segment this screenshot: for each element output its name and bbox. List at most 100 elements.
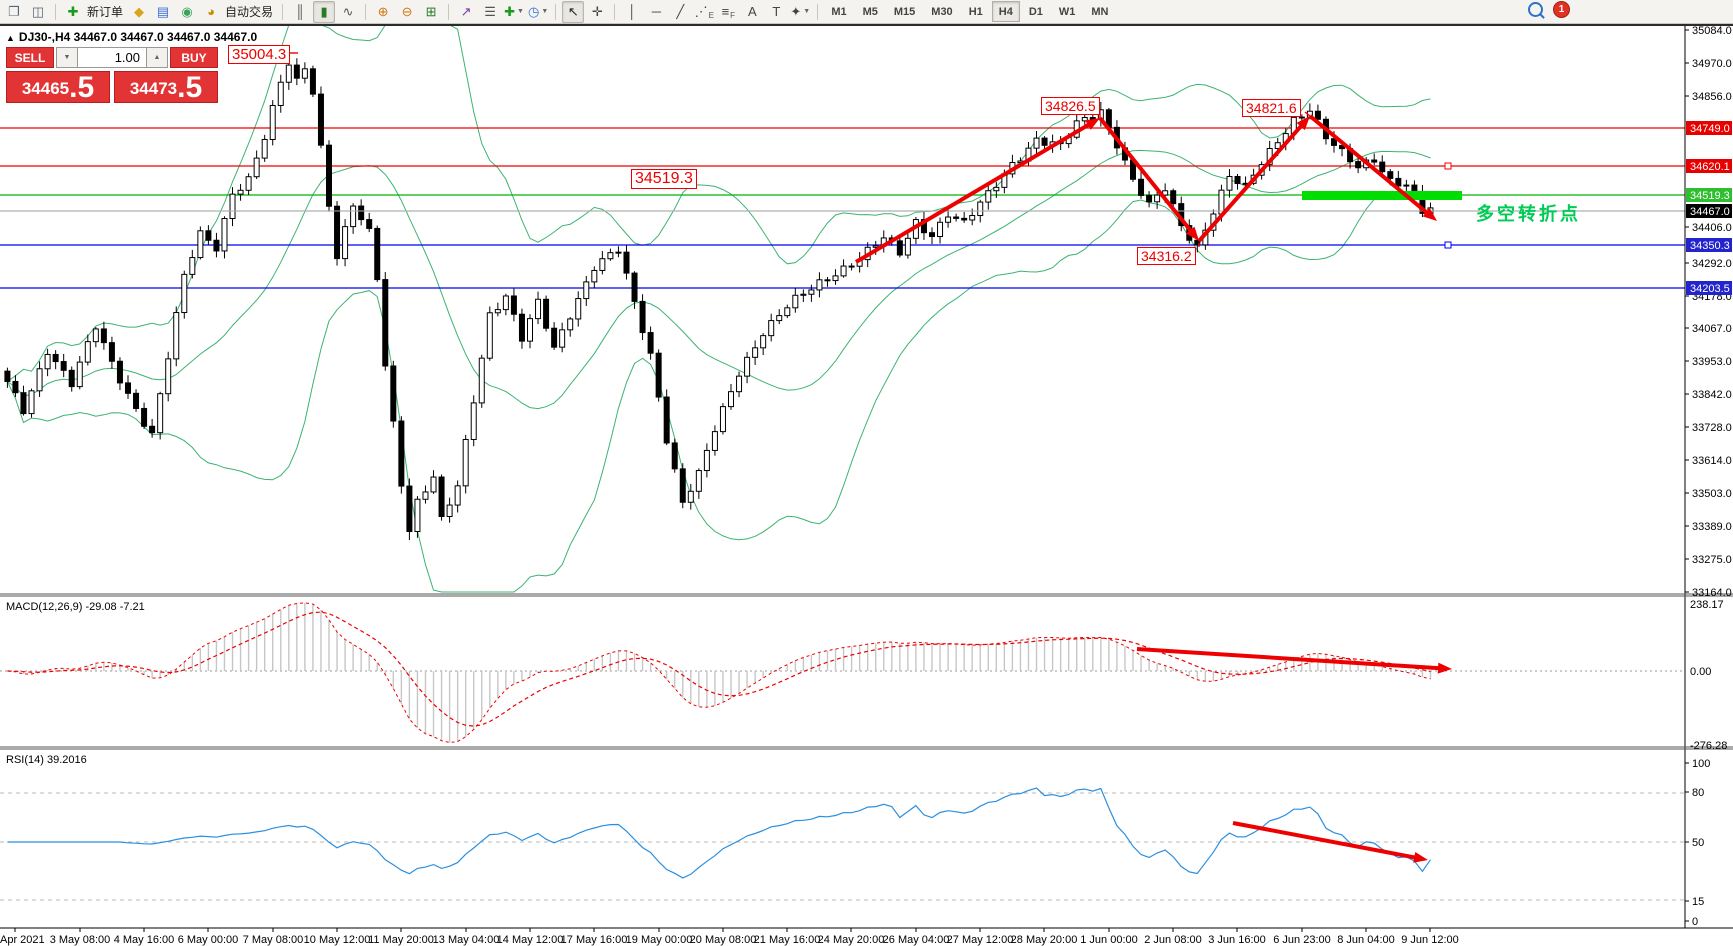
timeframe-button-mn[interactable]: MN xyxy=(1091,5,1109,18)
svg-text:10 May 12:00: 10 May 12:00 xyxy=(304,934,371,946)
line-chart-icon[interactable]: ∿ xyxy=(337,1,359,23)
periods-icon: ◷ xyxy=(528,4,540,19)
svg-text:34519.3: 34519.3 xyxy=(1690,190,1730,202)
buy-button[interactable]: BUY xyxy=(170,47,218,68)
time-axis[interactable]: 30 Apr 2021 3 May 08:004 May 16:006 May 0… xyxy=(0,928,1459,946)
svg-text:80: 80 xyxy=(1692,787,1704,799)
auto-trading-button-label[interactable]: 自动交易 xyxy=(225,5,274,19)
zoom-in-icon[interactable]: ⊕ xyxy=(372,1,394,23)
svg-text:8 Jun 04:00: 8 Jun 04:00 xyxy=(1337,934,1395,946)
volume-decrease-button[interactable]: ▼ xyxy=(56,47,78,68)
new-order-button: ✚ xyxy=(67,4,79,19)
sell-price[interactable]: 34465.5 xyxy=(6,71,110,103)
chart-profile-icon[interactable]: ◫ xyxy=(27,1,49,23)
chinese-note-text[interactable]: 多空转折点 xyxy=(1476,204,1581,224)
toolbar-separator xyxy=(817,3,819,20)
price-annotation-label[interactable]: 34316.2 xyxy=(1137,247,1196,266)
window-menu-icon[interactable]: ❐ xyxy=(3,1,25,23)
add-indicator-button[interactable]: ✚ ▼ xyxy=(503,1,525,23)
volume-increase-button[interactable]: ▲ xyxy=(146,47,168,68)
green-highlight-box[interactable] xyxy=(1302,191,1462,200)
search-icon[interactable] xyxy=(1528,2,1543,17)
notification-badge[interactable]: 1 xyxy=(1553,1,1570,18)
price-axis[interactable]: 35084.034970.034856.034406.034292.034178… xyxy=(1685,25,1732,599)
price-annotation-label[interactable]: 34519.3 xyxy=(631,169,697,190)
zigzag-arrow-1[interactable] xyxy=(854,118,1100,264)
macd-trend-arrow[interactable] xyxy=(1136,647,1452,674)
dropdown-caret-icon: ▼ xyxy=(803,8,811,15)
arrows-icon[interactable]: ✦ ▼ xyxy=(789,1,811,23)
timeframe-button-h4[interactable]: H4 xyxy=(991,1,1020,22)
rsi-trend-arrow[interactable] xyxy=(1232,821,1428,863)
svg-text:13 May 04:00: 13 May 04:00 xyxy=(433,934,500,946)
bar-chart-icon[interactable]: ║ xyxy=(289,1,311,23)
tile-windows-icon[interactable]: ⊞ xyxy=(420,1,442,23)
svg-text:30 Apr 2021: 30 Apr 2021 xyxy=(0,934,45,946)
objects-list-icon[interactable]: ☰ xyxy=(479,1,501,23)
buy-price-pips: .5 xyxy=(177,71,203,104)
timeframe-button-w1[interactable]: W1 xyxy=(1058,5,1076,18)
text-label-icon[interactable]: T xyxy=(765,1,787,23)
price-annotation-label[interactable]: 34826.5 xyxy=(1041,97,1100,116)
timeframe-button-m5[interactable]: M5 xyxy=(862,5,878,18)
new-order-button[interactable]: ✚ xyxy=(62,1,84,23)
price-annotation-label[interactable]: 34821.6 xyxy=(1242,99,1301,118)
vertical-line-icon[interactable]: │ xyxy=(621,1,643,23)
svg-text:33275.0: 33275.0 xyxy=(1692,554,1732,566)
remote-upload-icon[interactable]: ▤ xyxy=(152,1,174,23)
timeframe-button-d1[interactable]: D1 xyxy=(1028,5,1043,18)
timeframe-button-m30[interactable]: M30 xyxy=(931,5,953,18)
hline-handle[interactable] xyxy=(1444,241,1452,249)
auto-trading-button[interactable]: ◕ xyxy=(200,1,222,23)
svg-text:14 May 12:00: 14 May 12:00 xyxy=(497,934,564,946)
price-annotation-label[interactable]: 35004.3 xyxy=(228,45,291,65)
fibonacci-icon[interactable]: ≡ F xyxy=(717,1,739,23)
candlestick-chart-icon: ▮ xyxy=(320,4,328,19)
macd-histogram xyxy=(14,602,1432,743)
tile-windows-icon: ⊞ xyxy=(425,4,437,19)
macd-indicator-label: MACD(12,26,9) -29.08 -7.21 xyxy=(6,601,145,613)
timeframe-button-h1[interactable]: H1 xyxy=(968,5,983,18)
fibonacci-icon-suffix: F xyxy=(730,10,736,20)
volume-input[interactable]: 1.00 xyxy=(78,47,146,68)
zigzag-arrow-4[interactable] xyxy=(1308,114,1437,221)
timeframe-button-m15[interactable]: M15 xyxy=(893,5,916,18)
zoom-out-icon[interactable]: ⊖ xyxy=(396,1,418,23)
buy-price[interactable]: 34473.5 xyxy=(114,71,218,103)
trendline-icon[interactable]: ╱ xyxy=(669,1,691,23)
objects-list-icon: ☰ xyxy=(484,4,496,19)
timeframe-button-m1[interactable]: M1 xyxy=(831,5,847,18)
sell-button[interactable]: SELL xyxy=(6,47,54,68)
svg-text:34856.0: 34856.0 xyxy=(1692,91,1732,103)
horizontal-line-icon[interactable]: ─ xyxy=(645,1,667,23)
price-badge-34620.1: 34620.1 xyxy=(1686,159,1732,173)
periods-icon[interactable]: ◷ ▼ xyxy=(527,1,549,23)
macd-main-line xyxy=(7,602,1431,744)
trendline-icon: ╱ xyxy=(676,4,685,19)
cursor-icon[interactable]: ↖ xyxy=(562,0,585,23)
svg-text:33503.0: 33503.0 xyxy=(1692,488,1732,500)
crosshair-icon[interactable]: ✛ xyxy=(586,1,608,23)
equidistant-channel-icon[interactable]: ⋰ E xyxy=(693,1,715,23)
svg-text:6 Jun 23:00: 6 Jun 23:00 xyxy=(1273,934,1331,946)
collapse-panel-icon[interactable]: ▲ xyxy=(6,33,15,43)
new-order-button-label[interactable]: 新订单 xyxy=(87,5,124,19)
arrows-icon: ✦ xyxy=(790,4,802,19)
chart-profile-icon: ◫ xyxy=(31,4,45,19)
text-icon[interactable]: A xyxy=(741,1,763,23)
hline-handle[interactable] xyxy=(1444,162,1452,170)
zigzag-arrow-3[interactable] xyxy=(1197,116,1310,243)
toolbar: ❐ ◫ ✚ 新订单 ◆ ▤ ◉ ◕ 自动交易 ║ ▮ ∿ ⊕ ⊖ ⊞ ↗ ☰ ✚ ▼ ◷ ▼ ↖ ✛ │ ─ ╱ ⋰ E ≡ F A T ✦ ▼ M… xyxy=(0,0,1733,24)
signal-icon[interactable]: ◉ xyxy=(176,1,198,23)
toolbar-separator xyxy=(614,3,616,20)
price-badge-34203.5: 34203.5 xyxy=(1686,281,1732,295)
gold-icon[interactable]: ◆ xyxy=(128,1,150,23)
equidistant-channel-icon: ⋰ xyxy=(694,4,708,19)
zigzag-arrow-2[interactable] xyxy=(1098,116,1199,241)
indicators-icon[interactable]: ↗ xyxy=(455,1,477,23)
rsi-line xyxy=(7,787,1431,879)
toolbar-separator xyxy=(555,3,557,20)
candlestick-chart-icon[interactable]: ▮ xyxy=(313,0,336,23)
svg-text:35084.0: 35084.0 xyxy=(1692,25,1732,37)
